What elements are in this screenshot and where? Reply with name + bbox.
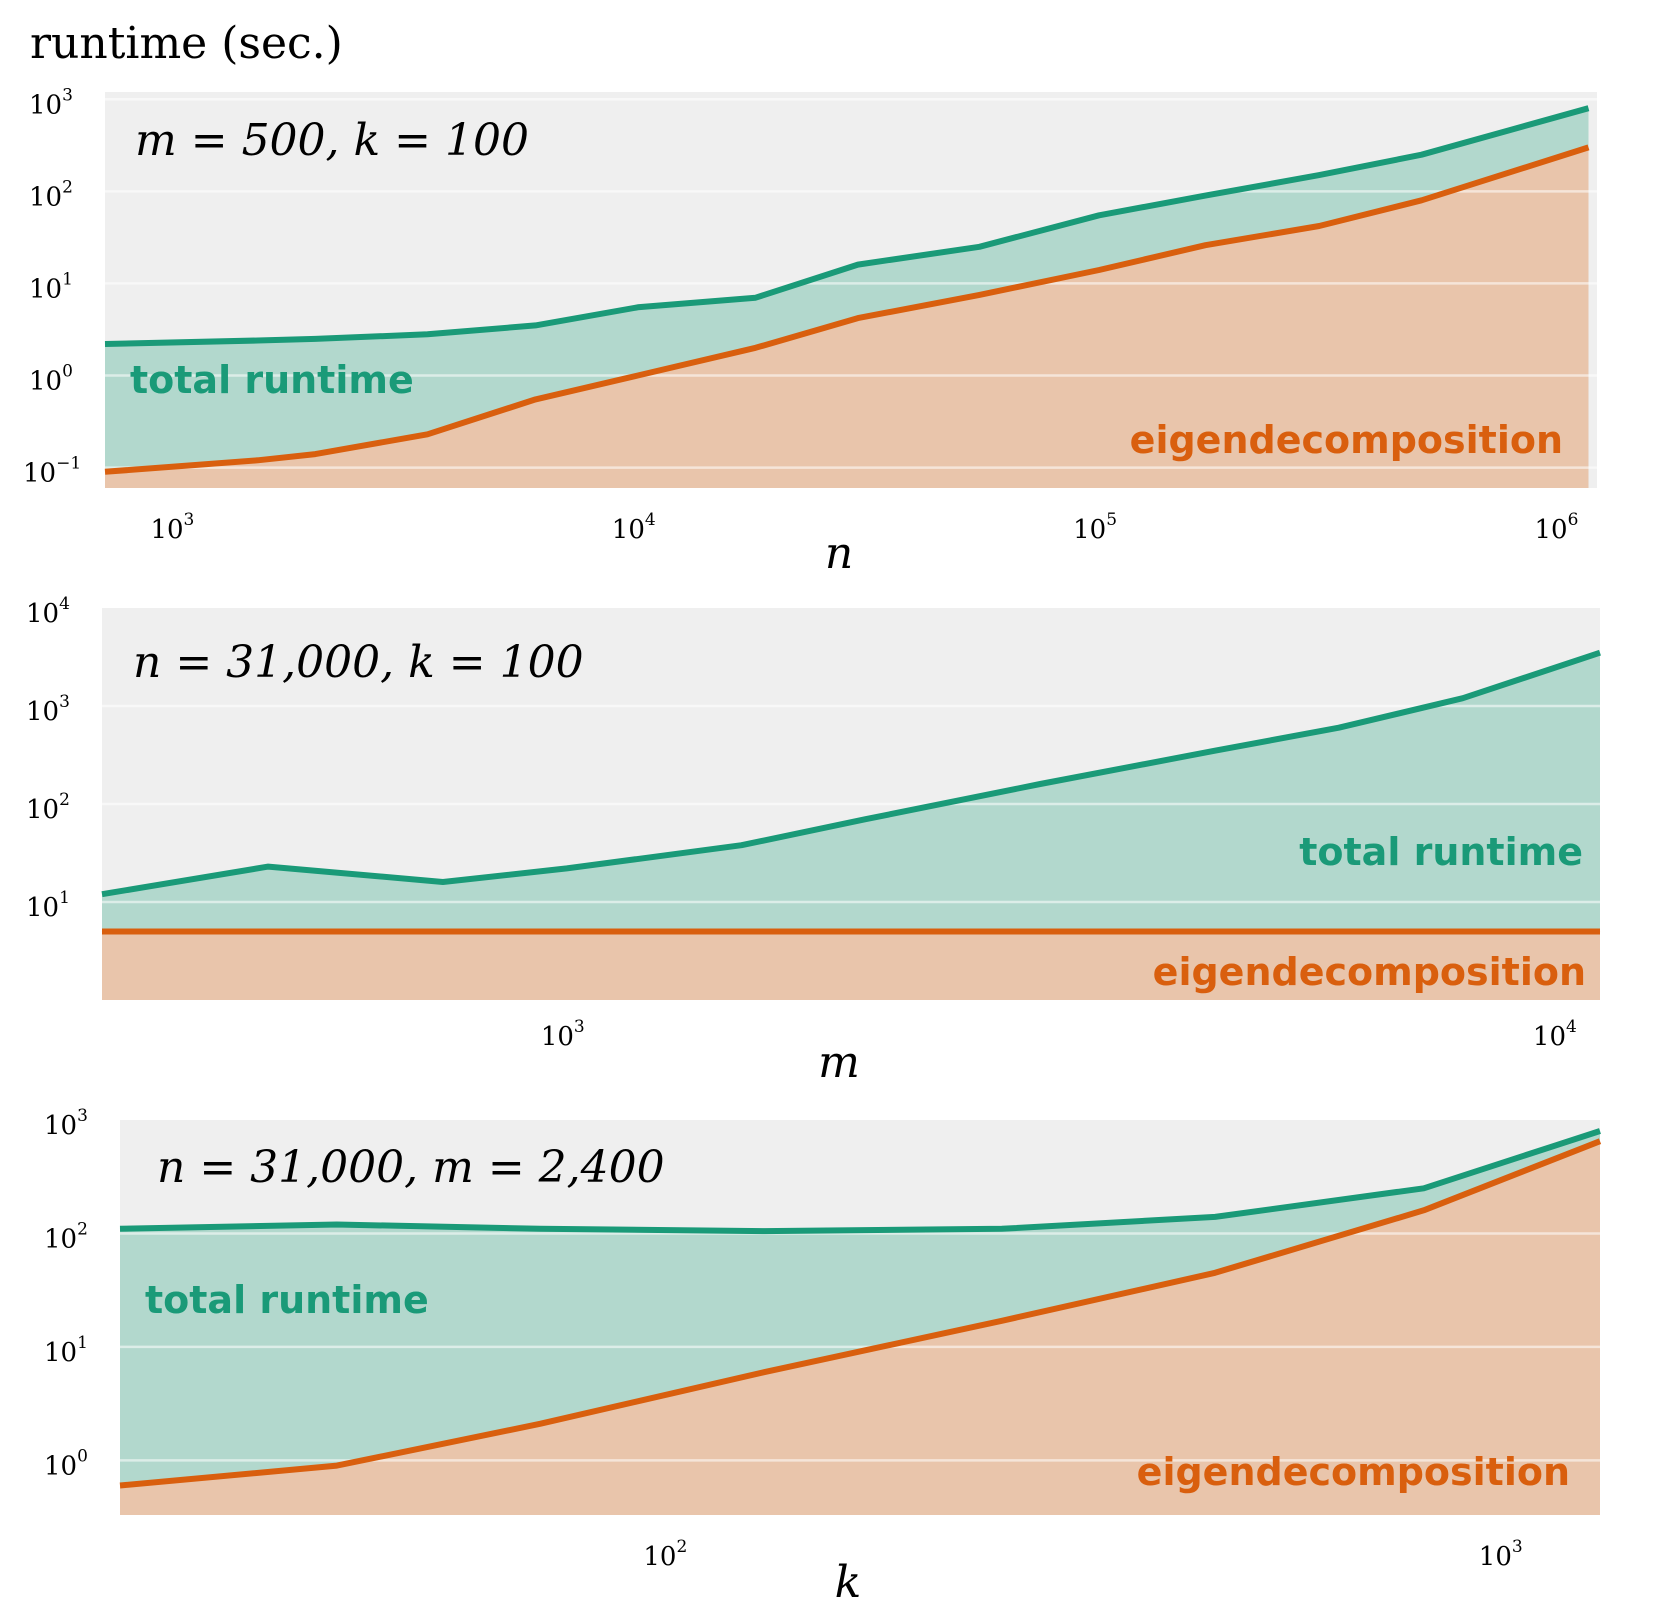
total-runtime-area (102, 652, 1600, 1000)
x-tick-label: 105 (1073, 510, 1117, 545)
x-axis-label: k (835, 1557, 862, 1605)
y-tick-label: 103 (29, 85, 73, 120)
y-tick-label: 101 (29, 269, 73, 304)
panel-m-sweep: n = 31,000, k = 100 total runtime eigend… (26, 594, 1601, 1088)
y-axis-label: runtime (sec.) (30, 18, 343, 69)
line-layer (104, 105, 1590, 475)
area-layer (105, 98, 1597, 488)
y-tick-label: 102 (26, 790, 70, 825)
eigendecomposition-area (105, 147, 1589, 488)
x-tick-label: 103 (150, 510, 194, 545)
y-tick-label: 104 (26, 594, 70, 629)
y-tick-labels: 101 102 103 104 (26, 594, 70, 923)
total-runtime-line (119, 1128, 1601, 1235)
x-tick-label: 104 (1533, 1017, 1577, 1052)
panel-params-label: n = 31,000, m = 2,400 (157, 1142, 665, 1193)
panel-n-sweep: m = 500, k = 100 total runtime eigendeco… (23, 85, 1597, 579)
y-tick-label: 10−1 (23, 454, 81, 489)
y-tick-label: 102 (44, 1219, 88, 1254)
eigendecomposition-area (102, 931, 1600, 1000)
area-layer (102, 652, 1600, 1000)
series-label-eigendecomposition: eigendecomposition (1137, 1450, 1570, 1494)
x-axis-label: n (825, 528, 853, 579)
y-tick-label: 101 (26, 888, 70, 923)
area-layer (120, 1131, 1600, 1515)
y-tick-label: 103 (26, 692, 70, 727)
x-tick-label: 106 (1534, 510, 1578, 545)
y-tick-label: 102 (29, 177, 73, 212)
eigendecomposition-area (120, 1141, 1600, 1515)
y-tick-label: 100 (44, 1446, 88, 1481)
y-tick-label: 100 (29, 362, 73, 397)
x-axis-label: m (818, 1037, 860, 1088)
x-tick-labels: 103 104 105 106 (150, 510, 1578, 545)
y-tick-label: 101 (44, 1333, 88, 1368)
series-label-eigendecomposition: eigendecomposition (1153, 950, 1586, 994)
y-tick-label: 103 (44, 1106, 88, 1141)
x-tick-labels: 103 104 (541, 1017, 1577, 1052)
series-label-total-runtime: total runtime (1299, 830, 1583, 874)
series-label-total-runtime: total runtime (130, 358, 414, 402)
eigendecomposition-line (119, 1138, 1602, 1489)
line-layer (119, 1128, 1602, 1489)
total-runtime-line (104, 105, 1590, 347)
x-tick-label: 103 (541, 1017, 585, 1052)
series-label-eigendecomposition: eigendecomposition (1130, 418, 1563, 462)
eigendecomposition-line (104, 144, 1590, 475)
x-tick-label: 102 (643, 1537, 687, 1572)
y-tick-labels: 10−1 100 101 102 103 (23, 85, 81, 488)
panel-params-label: m = 500, k = 100 (135, 115, 529, 166)
line-layer (101, 649, 1601, 935)
x-tick-label: 104 (612, 510, 656, 545)
y-tick-labels: 100 101 102 103 (44, 1106, 88, 1481)
series-label-total-runtime: total runtime (145, 1278, 429, 1322)
x-tick-label: 103 (1479, 1537, 1523, 1572)
x-tick-labels: 102 103 (643, 1537, 1522, 1572)
panel-params-label: n = 31,000, k = 100 (133, 637, 584, 688)
panel-k-sweep: n = 31,000, m = 2,400 total runtime eige… (44, 1106, 1602, 1605)
